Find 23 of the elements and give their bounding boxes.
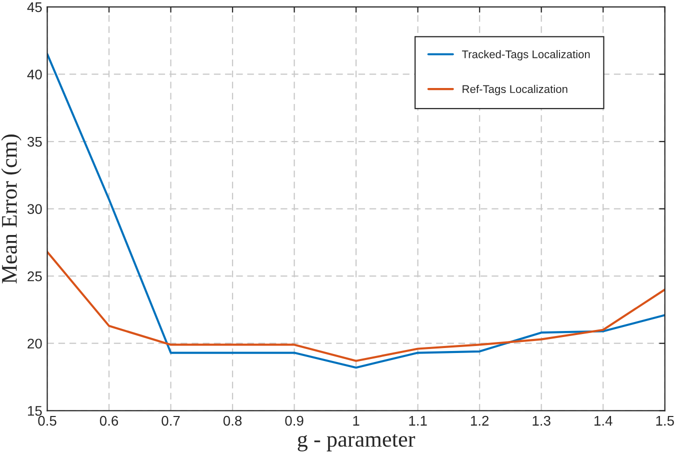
y-axis-title: Mean Error (cm) (1, 134, 22, 284)
x-tick-label: 0.5 (38, 416, 56, 426)
x-tick-label: 1 (353, 416, 360, 426)
y-tick-label: 15 (28, 406, 42, 416)
line-series (47, 250, 665, 362)
y-tick-label: 25 (28, 271, 42, 282)
y-tick-label: 20 (28, 338, 42, 349)
x-tick-label: 1.4 (594, 416, 612, 426)
x-axis-title: g - parameter (298, 434, 416, 452)
x-tick-label: 0.9 (285, 416, 304, 426)
legend-label: Tracked-Tags Localization (462, 50, 590, 60)
x-tick-label: 1.1 (409, 416, 427, 426)
x-tick-label: 0.6 (100, 416, 118, 426)
x-tick-label: 0.8 (223, 416, 242, 426)
x-tick-label: 1.3 (532, 416, 550, 426)
legend-label: Ref-Tags Localization (462, 84, 568, 96)
y-tick-label: 35 (27, 136, 42, 147)
y-tick-label: 45 (27, 2, 42, 12)
y-tick-label: 30 (27, 204, 42, 214)
x-tick-label: 1.2 (470, 416, 489, 426)
x-tick-label: 0.7 (162, 416, 180, 426)
x-tick-label: 1.5 (656, 416, 674, 426)
y-tick-label: 40 (27, 70, 42, 80)
